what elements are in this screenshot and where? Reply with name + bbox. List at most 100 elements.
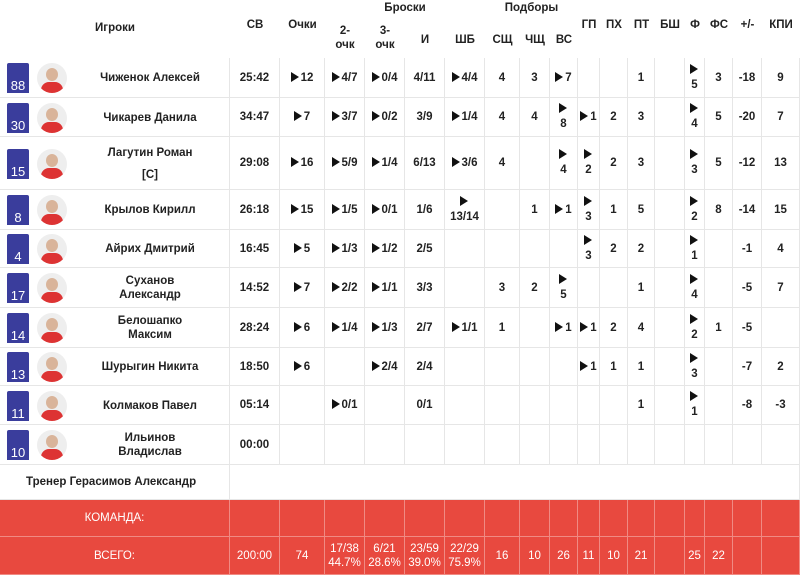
header-label: СЩ: [492, 34, 513, 46]
group-label: Подборы: [504, 2, 559, 14]
stat-cell: 1: [520, 190, 550, 230]
stat-cell: [578, 268, 600, 308]
stat-value: 2/4: [416, 360, 433, 373]
stat-cell: 1: [600, 348, 628, 386]
stat-cell: -1: [733, 230, 762, 268]
player-name-cell: [0, 386, 230, 425]
name-text: Суханов Александр: [119, 275, 181, 301]
total-cell: 23/59 39.0%: [405, 537, 445, 575]
name-text: Шурыгин Никита: [101, 361, 199, 373]
stat-cell: 2/4: [365, 348, 405, 386]
stat-cell: 3: [685, 348, 705, 386]
total-value: 23/59: [410, 542, 439, 555]
stat-value: 3: [637, 157, 645, 169]
stat-value: 1: [610, 203, 617, 216]
stat-value: 2/5: [416, 242, 433, 255]
header-label: 2- очк: [335, 25, 355, 51]
header-label: ШБ: [455, 34, 475, 46]
total-cell: 17/38 44.7%: [325, 537, 365, 575]
header-label: ЧЩ: [525, 34, 545, 46]
stat-cell: 5: [280, 230, 325, 268]
stat-cell: [280, 425, 325, 465]
stat-value: 4: [498, 111, 506, 123]
total-value: 26: [557, 549, 570, 562]
stat-cell: 1/5: [325, 190, 365, 230]
stat-cell: [445, 386, 485, 425]
stat-value: 0/1: [341, 399, 358, 411]
stat-value: 0/1: [416, 399, 433, 411]
player-name-cell: [0, 348, 230, 386]
team-cell: [325, 500, 365, 537]
column-header: ГП: [578, 6, 600, 58]
stat-value: 6: [303, 321, 311, 334]
stat-cell: 2: [600, 98, 628, 137]
column-header: ЧЩ: [520, 22, 550, 58]
total-value: 10: [607, 549, 620, 562]
stat-value: 5: [303, 242, 311, 255]
jersey-number: 15: [10, 163, 26, 179]
stat-cell: 7: [550, 58, 578, 98]
stat-cell: [405, 425, 445, 465]
stat-cell: -12: [733, 137, 762, 190]
team-cell: [550, 500, 578, 537]
stat-cell: 3: [578, 190, 600, 230]
stat-value: 2: [691, 328, 698, 341]
stat-cell: [485, 230, 520, 268]
stat-value: -1: [741, 242, 753, 255]
stat-value: 2/4: [381, 360, 398, 373]
stat-cell: [485, 386, 520, 425]
stat-cell: [733, 425, 762, 465]
stat-cell: 3: [485, 268, 520, 308]
stat-cell: 6/13: [405, 137, 445, 190]
stat-cell: 34:47: [230, 98, 280, 137]
stat-cell: 25:42: [230, 58, 280, 98]
stat-cell: [655, 98, 685, 137]
stat-cell: 2: [628, 230, 655, 268]
stat-cell: 4: [550, 137, 578, 190]
stat-cell: [628, 425, 655, 465]
jersey-number: 17: [10, 288, 26, 303]
stat-cell: [705, 230, 733, 268]
stat-value: 00:00: [239, 438, 270, 451]
stat-value: 0/2: [381, 111, 398, 123]
stat-cell: [325, 425, 365, 465]
total-cell: 10: [600, 537, 628, 575]
column-header: Очки: [280, 6, 325, 58]
stat-cell: -8: [733, 386, 762, 425]
stat-value: 13/14: [450, 210, 479, 223]
team-cell: [520, 500, 550, 537]
stat-cell: 5: [705, 137, 733, 190]
stat-cell: [655, 190, 685, 230]
stat-cell: 1: [705, 308, 733, 348]
stat-cell: 1: [600, 190, 628, 230]
stat-cell: 2/7: [405, 308, 445, 348]
stat-value: 0/4: [381, 71, 398, 84]
stat-value: 8: [715, 203, 722, 216]
header-label: +/-: [740, 19, 755, 31]
total-value: 6/21: [373, 542, 396, 555]
team-label: КОМАНДА:: [0, 500, 230, 537]
player-name-cell: [0, 98, 230, 137]
stat-cell: 1/4: [365, 137, 405, 190]
stat-cell: [685, 425, 705, 465]
stat-cell: 3/7: [325, 98, 365, 137]
stat-cell: [655, 348, 685, 386]
header-label: ГП: [581, 19, 597, 31]
team-cell: [405, 500, 445, 537]
stat-value: 29:08: [239, 157, 270, 169]
stat-cell: 1: [628, 58, 655, 98]
row-label: КОМАНДА:: [84, 512, 145, 524]
total-value: 28.6%: [368, 556, 401, 569]
team-cell: [578, 500, 600, 537]
stat-value: 05:14: [239, 399, 270, 411]
player-name-cell: [0, 268, 230, 308]
stat-cell: 1: [685, 386, 705, 425]
stat-cell: 2: [600, 230, 628, 268]
stat-cell: 7: [762, 268, 800, 308]
stat-cell: 1: [628, 386, 655, 425]
row-label: ВСЕГО:: [94, 549, 135, 562]
stat-cell: 3: [628, 98, 655, 137]
stat-cell: 1/2: [365, 230, 405, 268]
total-cell: 200:00: [230, 537, 280, 575]
stat-cell: 6: [280, 308, 325, 348]
